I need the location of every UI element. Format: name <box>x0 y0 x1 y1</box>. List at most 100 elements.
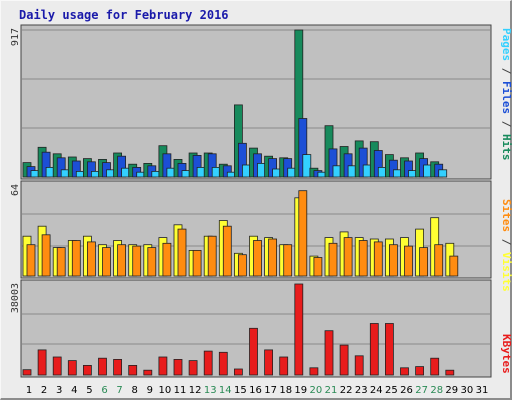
legend-part: / <box>500 232 512 252</box>
x-tick-label: 16 <box>249 385 262 396</box>
bar-kbytes-day-10 <box>158 356 168 376</box>
bar-sites-day-28 <box>434 244 444 277</box>
bar-kbytes-day-8 <box>128 364 138 376</box>
bar-sites-day-23 <box>358 240 368 277</box>
bar-sites-day-24 <box>373 241 383 277</box>
top-panel-legend: Pages / Files / Hits <box>500 28 512 161</box>
x-tick-label: 8 <box>132 385 138 396</box>
bar-kbytes-day-23 <box>354 355 364 376</box>
bar-sites-day-29 <box>449 255 459 277</box>
bar-sites-day-4 <box>71 240 81 277</box>
x-tick-label: 9 <box>147 385 153 396</box>
bar-kbytes-day-19 <box>294 283 304 376</box>
mid-panel-legend: Sites / Visits <box>500 199 512 292</box>
bar-sites-day-1 <box>26 244 36 277</box>
top-panel: 917 Pages / Files / Hits <box>10 24 512 180</box>
bar-kbytes-day-18 <box>279 356 289 376</box>
bar-sites-day-15 <box>237 254 247 277</box>
bar-kbytes-day-9 <box>143 369 153 376</box>
bar-kbytes-day-1 <box>22 369 32 376</box>
bar-kbytes-day-26 <box>400 367 409 376</box>
x-tick-label: 11 <box>174 385 187 396</box>
bar-kbytes-day-7 <box>113 358 122 376</box>
bar-sites-day-27 <box>419 247 429 277</box>
x-tick-label: 1 <box>26 385 32 396</box>
bar-kbytes-day-14 <box>218 351 228 376</box>
x-tick-label: 31 <box>476 385 489 396</box>
x-tick-label: 24 <box>370 385 383 396</box>
bar-kbytes-day-24 <box>369 323 379 376</box>
bar-kbytes-day-6 <box>98 357 107 376</box>
bar-kbytes-day-17 <box>264 349 274 376</box>
bottom-panel: 38003 KBytes <box>10 279 512 378</box>
legend-part: Sites <box>500 199 512 232</box>
legend-part: Hits <box>500 134 512 161</box>
bar-kbytes-day-22 <box>339 344 349 376</box>
x-tick-label: 12 <box>189 385 202 396</box>
x-tick-label: 21 <box>325 385 338 396</box>
bottom-panel-legend: KBytes <box>500 334 512 374</box>
x-tick-label: 4 <box>71 385 77 396</box>
legend-part: / <box>500 61 512 81</box>
mid-panel: 64 Sites / Visits <box>10 180 512 292</box>
bar-kbytes-day-20 <box>309 367 319 376</box>
bar-sites-day-6 <box>102 247 111 277</box>
x-tick-label: 22 <box>340 385 353 396</box>
x-tick-label: 13 <box>204 385 217 396</box>
x-tick-label: 10 <box>159 385 172 396</box>
bar-sites-day-18 <box>283 244 293 277</box>
bar-kbytes-day-25 <box>384 323 394 376</box>
legend-part: / <box>500 114 512 134</box>
x-tick-label: 6 <box>101 385 107 396</box>
x-axis-labels: 1 2 3 4 5 6 7 8 9 10 11 12 13 14 15 16 17 18 19 20 21 22 23 24 2… <box>26 385 489 396</box>
bar-kbytes-day-2 <box>37 349 47 376</box>
bar-sites-day-14 <box>222 225 232 277</box>
top-panel-grid <box>22 29 490 129</box>
bar-pages-day-28 <box>438 169 448 178</box>
bar-kbytes-day-15 <box>233 368 243 376</box>
bar-sites-day-7 <box>117 244 126 277</box>
x-tick-label: 5 <box>86 385 92 396</box>
x-tick-label: 27 <box>415 385 428 396</box>
bar-sites-day-19 <box>298 190 308 277</box>
bar-sites-day-25 <box>388 244 398 277</box>
bar-sites-day-22 <box>343 237 353 277</box>
bar-kbytes-day-28 <box>430 357 440 376</box>
bar-sites-day-12 <box>192 249 202 277</box>
bar-kbytes-day-11 <box>173 358 183 376</box>
x-tick-label: 7 <box>116 385 122 396</box>
bar-kbytes-day-3 <box>52 356 62 376</box>
bar-sites-day-9 <box>147 247 157 277</box>
x-tick-label: 14 <box>219 385 232 396</box>
bar-sites-day-8 <box>132 245 142 277</box>
x-tick-label: 23 <box>355 385 368 396</box>
bar-kbytes-day-16 <box>249 327 258 376</box>
bar-kbytes-day-29 <box>445 369 455 376</box>
x-tick-label: 26 <box>400 385 413 396</box>
x-tick-label: 29 <box>445 385 458 396</box>
bar-sites-day-11 <box>177 228 187 277</box>
bar-sites-day-26 <box>404 245 413 277</box>
bar-pages-day-19 <box>302 154 312 178</box>
bar-sites-day-16 <box>253 240 262 277</box>
legend-part: Visits <box>500 252 512 292</box>
x-tick-label: 2 <box>41 385 47 396</box>
top-panel-bars <box>22 29 448 178</box>
legend-part: KBytes <box>500 334 512 374</box>
bar-sites-day-10 <box>162 242 172 277</box>
bar-sites-day-21 <box>328 242 338 277</box>
x-tick-label: 18 <box>279 385 292 396</box>
bar-kbytes-day-27 <box>415 366 425 376</box>
x-tick-label: 25 <box>385 385 398 396</box>
top-panel-max-label: 917 <box>10 28 21 46</box>
bar-sites-day-17 <box>268 238 278 277</box>
bottom-panel-max-label: 38003 <box>10 283 21 313</box>
x-tick-label: 30 <box>461 385 474 396</box>
bar-kbytes-day-12 <box>188 360 198 376</box>
bar-sites-day-20 <box>313 257 323 277</box>
x-tick-label: 20 <box>310 385 323 396</box>
x-tick-label: 28 <box>430 385 443 396</box>
mid-panel-bars <box>22 190 459 277</box>
x-tick-label: 3 <box>56 385 62 396</box>
